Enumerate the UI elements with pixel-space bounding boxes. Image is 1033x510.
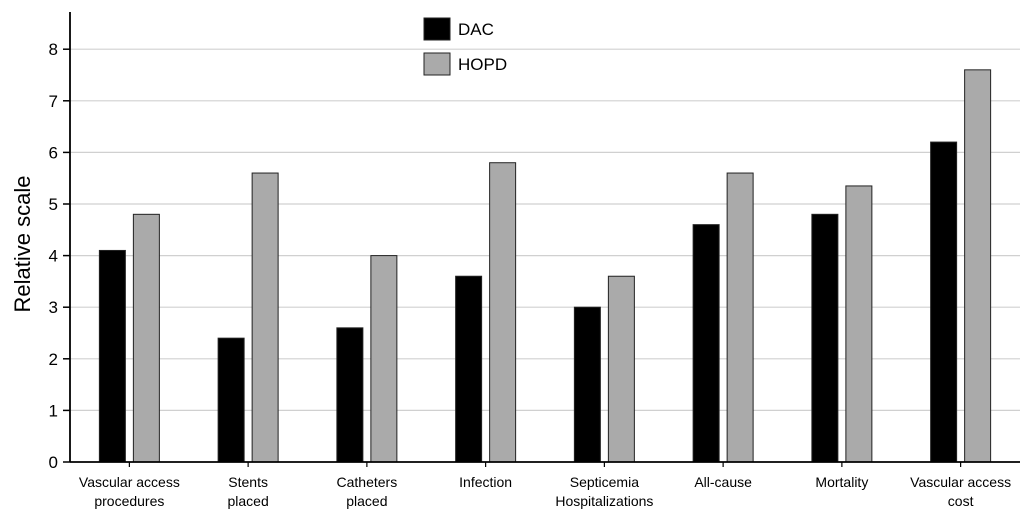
x-category-label: Septicemia (570, 474, 639, 490)
bar-dac (455, 275, 483, 463)
y-tick-label: 6 (49, 143, 58, 162)
legend-swatch-dac (423, 17, 451, 41)
y-axis-label: Relative scale (10, 176, 35, 313)
bar-dac (811, 213, 839, 463)
bar-hopd (489, 162, 517, 463)
bar-hopd (251, 172, 279, 463)
axes (63, 12, 1020, 467)
x-category-label: placed (346, 493, 387, 509)
x-category-label: All-cause (694, 474, 752, 490)
bar-hopd (607, 275, 635, 463)
y-tick-label: 1 (49, 401, 58, 420)
bar-dac (336, 327, 364, 463)
x-category-label: Mortality (815, 474, 868, 490)
bar-dac (692, 224, 720, 463)
bar-dac (217, 337, 245, 463)
legend-label-hopd: HOPD (458, 55, 507, 74)
x-category-label: Catheters (337, 474, 398, 490)
x-category-label: Infection (459, 474, 512, 490)
legend-label-dac: DAC (458, 20, 494, 39)
y-tick-label: 7 (49, 92, 58, 111)
y-tick-label: 0 (49, 453, 58, 472)
bar-hopd (370, 255, 398, 463)
x-category-label: Vascular access (910, 474, 1011, 490)
y-tick-labels: 0 1 2 3 4 5 6 7 8 (49, 40, 58, 472)
y-tick-label: 8 (49, 40, 58, 59)
bar-hopd (726, 172, 754, 463)
bar-hopd (845, 185, 873, 463)
legend: DAC HOPD (423, 17, 507, 76)
group-label: Hospitalizations (555, 493, 653, 509)
bar-hopd (132, 213, 160, 463)
x-category-label: placed (227, 493, 268, 509)
y-tick-label: 2 (49, 350, 58, 369)
bar-dac (930, 141, 958, 463)
gridlines (70, 48, 1020, 411)
x-category-label: cost (948, 493, 974, 509)
x-category-label: Stents (228, 474, 268, 490)
legend-swatch-hopd (423, 52, 451, 76)
bar-dac (98, 249, 126, 463)
x-category-labels: Vascular access procedures Stents placed Cat… (79, 474, 1011, 509)
bar-hopd (964, 69, 992, 463)
x-category-label: Vascular access (79, 474, 180, 490)
x-category-label: procedures (94, 493, 164, 509)
y-tick-label: 5 (49, 195, 58, 214)
bars (98, 69, 992, 463)
bar-dac (573, 306, 601, 463)
y-tick-label: 3 (49, 298, 58, 317)
y-tick-label: 4 (49, 247, 58, 266)
